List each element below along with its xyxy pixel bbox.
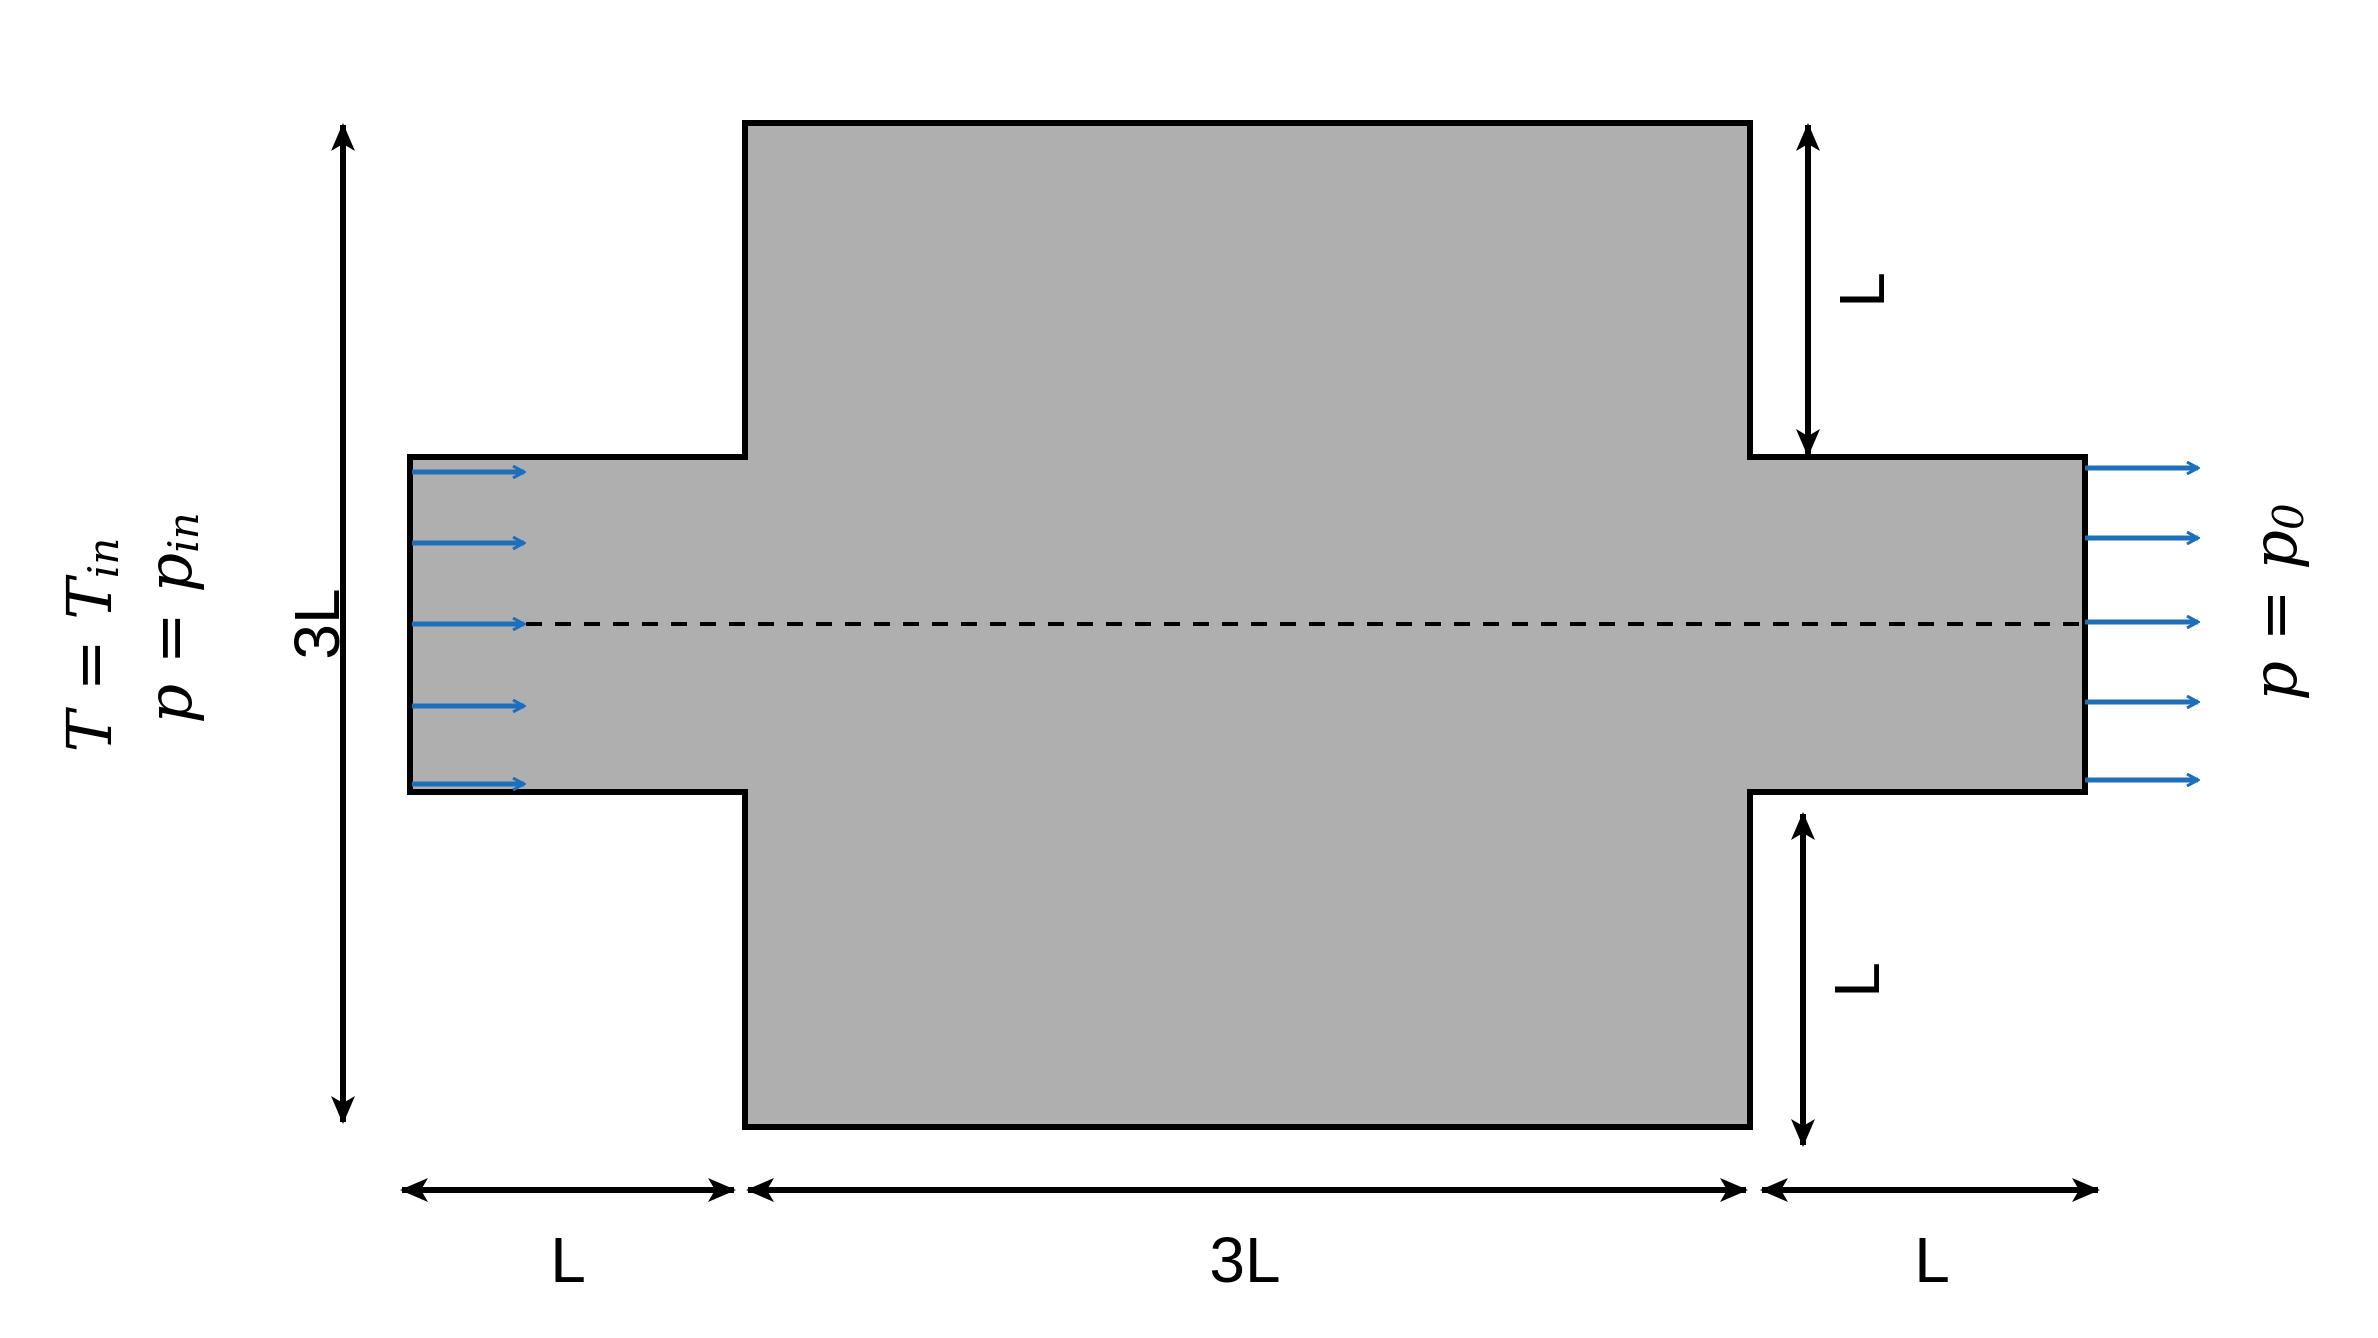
chamber-length-label: 3L	[1209, 1224, 1280, 1296]
inlet-pressure-bc: p = pin	[133, 512, 208, 723]
outlet-pressure-bc: p = p0	[2238, 503, 2313, 701]
inlet-arrows	[412, 472, 524, 784]
inlet-temperature-bc: T = Tin	[53, 538, 128, 753]
total-height-label: 3L	[281, 588, 353, 659]
outlet-arrows	[2085, 468, 2198, 780]
inlet-length-label: L	[550, 1224, 586, 1296]
lower-step-label: L	[1821, 962, 1893, 998]
outlet-length-label: L	[1914, 1224, 1950, 1296]
upper-step-label: L	[1826, 272, 1898, 308]
flow-domain	[407, 120, 2088, 1130]
